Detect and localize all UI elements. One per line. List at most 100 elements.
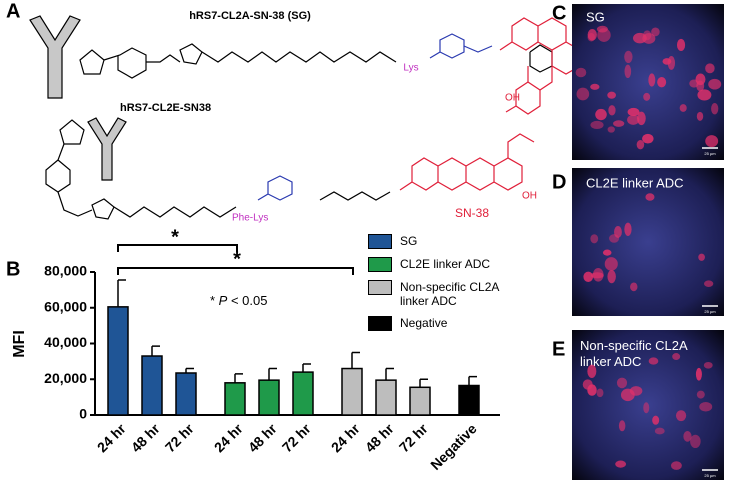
annotation-part: P [219, 293, 228, 308]
legend-label: CL2E linker ADC [400, 257, 491, 271]
nucleus [645, 193, 655, 201]
nucleus [654, 427, 665, 435]
nucleus [576, 87, 590, 101]
nucleus [630, 282, 638, 292]
nucleus [575, 67, 587, 78]
linker-ring-1 [429, 33, 493, 59]
error-bar [385, 367, 394, 381]
image-label: Non-specific CL2A linker ADC [580, 338, 687, 369]
y-tick-label: 80,000 [44, 263, 87, 279]
nucleus [624, 50, 633, 64]
scale-label: 25 µm [704, 309, 716, 314]
image-label: CL2E linker ADC [586, 175, 684, 190]
y-tick-label: 60,000 [44, 298, 87, 314]
linker-label: Lys [403, 63, 418, 74]
nucleus [607, 126, 615, 133]
nucleus [683, 431, 692, 442]
nucleus [670, 461, 682, 470]
bar [375, 379, 397, 416]
x-tick-label: 48 hr [362, 420, 397, 455]
nucleus [651, 27, 660, 37]
error-bar [268, 367, 277, 381]
significance-mark: * [233, 248, 241, 270]
legend-label: Non-specific CL2A linker ADC [400, 280, 499, 308]
nucleus [607, 91, 616, 99]
x-tick-label: 24 hr [211, 420, 246, 455]
structure-1 [29, 15, 553, 99]
nucleus [696, 390, 705, 399]
linker-ring-2 [257, 175, 293, 201]
bar [409, 386, 431, 416]
nucleus [690, 434, 701, 449]
legend-swatch [368, 257, 392, 272]
nucleus [708, 78, 722, 90]
bar [258, 379, 280, 416]
nucleus [595, 108, 607, 121]
error-bar [302, 363, 311, 373]
nucleus [648, 73, 656, 87]
panel-letter: B [6, 258, 20, 280]
x-tick-label: 24 hr [328, 420, 363, 455]
nucleus [648, 357, 659, 365]
nucleus [636, 139, 645, 150]
legend-label: Negative [400, 316, 448, 330]
y-tick-label: 20,000 [44, 370, 87, 386]
nucleus [627, 107, 640, 117]
legend-label: SG [400, 234, 418, 248]
nucleus [607, 269, 616, 284]
legend-item: CL2E linker ADC [368, 257, 508, 272]
bar [107, 306, 129, 416]
nucleus [583, 271, 594, 283]
panel-letter: E [552, 338, 565, 360]
error-bar [468, 375, 477, 386]
nucleus [587, 364, 597, 378]
cell-nuclei [575, 25, 722, 470]
bar [141, 355, 163, 416]
y-axis-label: MFI [11, 330, 28, 358]
nucleus [662, 58, 672, 65]
legend-swatch [368, 280, 392, 295]
nucleus [699, 401, 713, 412]
legend-item: Negative [368, 316, 508, 331]
x-tick-label: 24 hr [94, 420, 129, 455]
structure-title: hRS7-CL2A-SN-38 (SG) [189, 10, 311, 22]
nucleus [637, 111, 646, 126]
nucleus [643, 92, 651, 101]
significance-brackets [117, 244, 354, 275]
nucleus [703, 361, 713, 369]
error-bar [151, 345, 160, 357]
nucleus [705, 63, 715, 74]
nucleus [696, 111, 704, 121]
hydroxyl-label: OH [522, 191, 537, 202]
error-bar [419, 378, 428, 388]
linker-label: Phe-Lys [232, 213, 268, 224]
nucleus [632, 32, 647, 44]
nucleus [615, 460, 627, 468]
y-tick-label: 40,000 [44, 334, 87, 350]
panel-letter: C [552, 2, 566, 24]
nucleus [695, 367, 702, 381]
annotation: * P < 0.05 [210, 293, 267, 308]
error-bar [234, 373, 243, 383]
nucleus [614, 226, 622, 238]
nucleus [596, 388, 604, 398]
nucleus [643, 402, 650, 414]
nucleus [652, 415, 660, 425]
y-tick-label: 0 [79, 406, 87, 422]
bar [292, 371, 314, 416]
nucleus [695, 73, 706, 86]
nucleus [697, 89, 712, 101]
nucleus [604, 257, 618, 271]
nucleus [590, 234, 599, 244]
nucleus [711, 103, 719, 115]
nucleus [587, 33, 596, 42]
annotation-part: < 0.05 [227, 293, 267, 308]
legend-item: SG [368, 234, 508, 249]
panel-letter: D [552, 171, 566, 193]
nucleus [590, 83, 600, 90]
hydroxyl-label: OH [505, 93, 520, 104]
x-tick-label: Negative [427, 420, 480, 473]
legend-swatch [368, 316, 392, 331]
error-bar [117, 279, 126, 307]
